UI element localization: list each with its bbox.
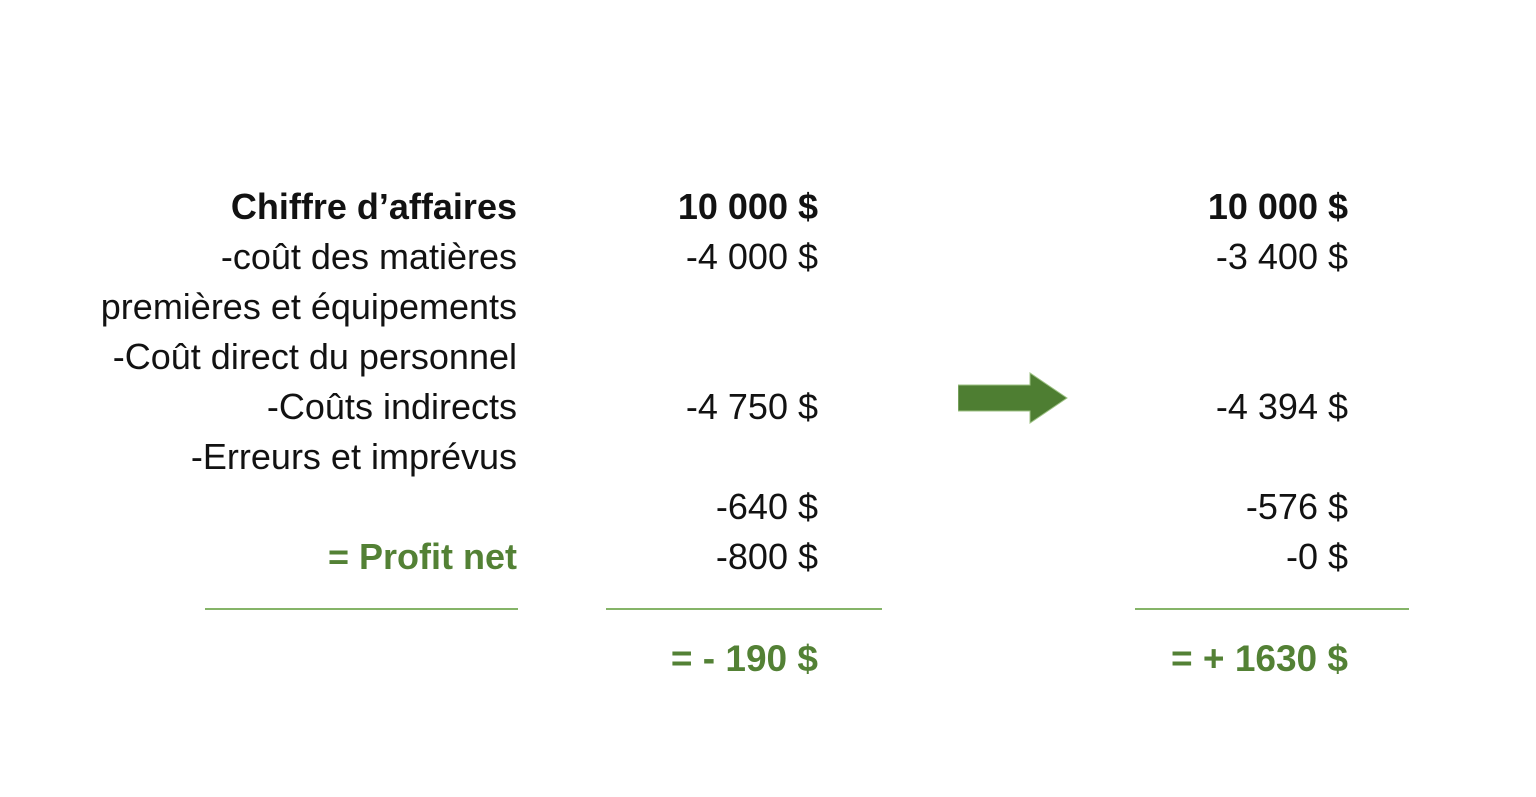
- divider-line-after: [1135, 608, 1409, 610]
- after-values-column: 10 000 $ -3 400 $ -4 394 $ -576 $ -0 $: [1088, 182, 1348, 582]
- after-spacer-1: [1088, 282, 1348, 332]
- total-after: = + 1630 $: [1171, 638, 1348, 679]
- after-materials: -3 400 $: [1215, 236, 1348, 277]
- after-spacer-3: [1088, 432, 1348, 482]
- after-contingency: -0 $: [1285, 536, 1348, 577]
- after-revenue: 10 000 $: [1207, 186, 1348, 227]
- after-spacer-2: [1088, 332, 1348, 382]
- labels-column: Chiffre d’affaires -coût des matières pr…: [40, 182, 517, 582]
- before-contingency: -800 $: [715, 536, 818, 577]
- after-indirect-costs: -4 394 $: [1215, 386, 1348, 427]
- label-couts-indirects: -Coûts indirects: [266, 386, 517, 427]
- before-spacer-1: [558, 282, 818, 332]
- before-values-column: 10 000 $ -4 000 $ -4 750 $ -640 $ -800 $: [558, 182, 818, 582]
- before-revenue: 10 000 $: [677, 186, 818, 227]
- label-spacer: [40, 482, 517, 532]
- divider-line-labels: [205, 608, 518, 610]
- before-spacer-3: [558, 432, 818, 482]
- before-indirect-costs: -4 750 $: [685, 386, 818, 427]
- divider-line-before: [606, 608, 882, 610]
- before-materials: -4 000 $: [685, 236, 818, 277]
- label-erreurs-imprevus: -Erreurs et imprévus: [190, 436, 517, 477]
- transform-right-arrow-icon: [957, 372, 1068, 424]
- label-cout-matieres: -coût des matières: [220, 236, 517, 277]
- before-spacer-2: [558, 332, 818, 382]
- label-cout-personnel: -Coût direct du personnel: [112, 336, 517, 377]
- label-chiffre-affaires: Chiffre d’affaires: [230, 186, 517, 227]
- total-before: = - 190 $: [670, 638, 818, 679]
- before-errors: -640 $: [715, 486, 818, 527]
- after-errors: -576 $: [1245, 486, 1348, 527]
- label-profit-net: = Profit net: [327, 536, 517, 577]
- label-premieres-equip: premières et équipements: [100, 286, 517, 327]
